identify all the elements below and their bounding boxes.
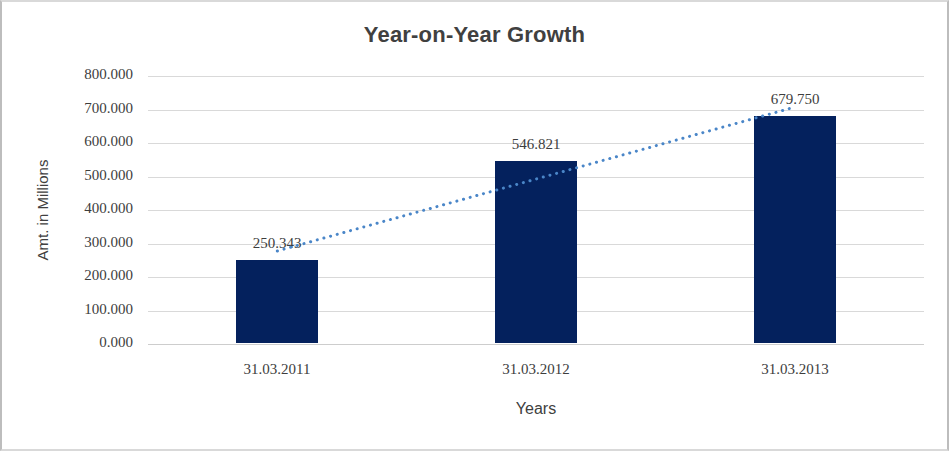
gridline: [148, 110, 924, 111]
x-tick-label: 31.03.2011: [197, 361, 357, 378]
y-tick-label: 200.000: [2, 267, 133, 284]
x-tick-label: 31.03.2013: [715, 361, 875, 378]
y-tick-label: 500.000: [2, 167, 133, 184]
bar-value-label: 679.750: [725, 91, 865, 108]
y-tick-label: 100.000: [2, 301, 133, 318]
chart-frame: Year-on-Year Growth Amt. in Millions Yea…: [0, 0, 949, 451]
bar: [754, 116, 836, 343]
y-tick-label: 300.000: [2, 234, 133, 251]
x-tick-label: 31.03.2012: [456, 361, 616, 378]
y-tick-label: 400.000: [2, 200, 133, 217]
gridline: [148, 76, 924, 77]
bar: [236, 260, 318, 343]
x-axis-title: Years: [148, 400, 924, 418]
y-tick-label: 600.000: [2, 133, 133, 150]
bar-value-label: 546.821: [466, 136, 606, 153]
chart-title: Year-on-Year Growth: [2, 22, 947, 48]
bar: [495, 161, 577, 343]
y-tick-label: 0.000: [2, 334, 133, 351]
bar-chart: Year-on-Year Growth Amt. in Millions Yea…: [2, 2, 947, 449]
x-axis-line: [148, 344, 924, 345]
y-tick-label: 700.000: [2, 100, 133, 117]
bar-value-label: 250.343: [207, 235, 347, 252]
y-tick-label: 800.000: [2, 66, 133, 83]
